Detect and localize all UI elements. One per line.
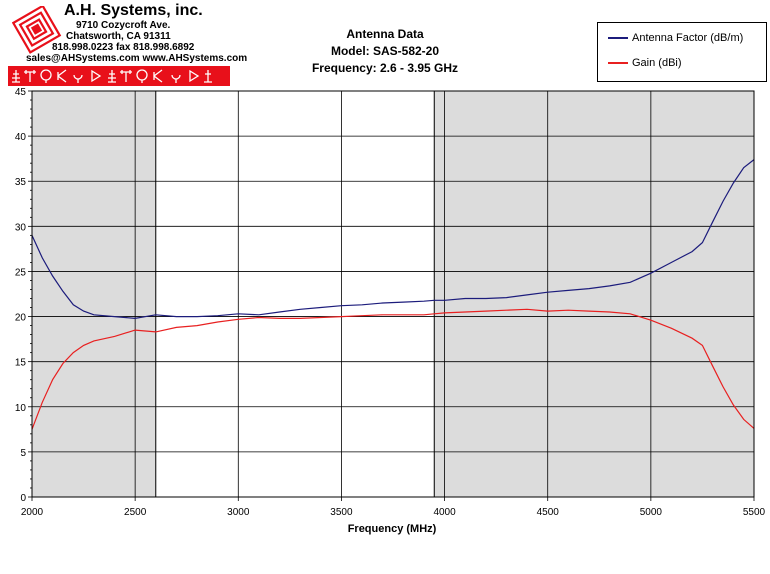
- legend-entry-antenna-factor: Antenna Factor (dB/m): [608, 32, 743, 44]
- y-tick-label: 15: [15, 358, 27, 369]
- y-tick-label: 40: [15, 132, 27, 143]
- x-axis-label: Frequency (MHz): [348, 523, 437, 535]
- y-tick-label: 5: [20, 448, 26, 459]
- antenna-icons: [12, 69, 212, 83]
- address-line-1: 9710 Cozycroft Ave.: [76, 20, 171, 31]
- legend-swatch-gain: [608, 62, 628, 65]
- series-line-gain: [31, 308, 755, 430]
- x-tick-label: 5000: [640, 507, 663, 518]
- y-tick-label: 45: [15, 87, 27, 98]
- legend-label-gain: Gain (dBi): [632, 57, 682, 69]
- ahs-logo-mark-icon: [12, 6, 62, 54]
- shaded-region: [32, 91, 156, 497]
- y-tick-label: 25: [15, 267, 27, 278]
- x-tick-label: 2500: [124, 507, 147, 518]
- plot-area: [31, 90, 755, 498]
- x-tick-label: 2000: [21, 507, 44, 518]
- legend-swatch-antenna-factor: [608, 37, 628, 40]
- series-line-antenna-factor: [31, 159, 755, 320]
- x-tick-label: 3500: [330, 507, 353, 518]
- axes: 0 5 10 15 20 25 30 35 40 45 2000 2500 3000 3500 4000 45…: [15, 87, 766, 518]
- x-tick-label: 4500: [537, 507, 560, 518]
- chart-legend: Antenna Factor (dB/m) Gain (dBi): [597, 22, 767, 82]
- antenna-icon-strip: [8, 66, 230, 86]
- x-tick-label: 4000: [433, 507, 456, 518]
- y-tick-label: 0: [20, 493, 26, 504]
- contact-info: sales@AHSystems.com www.AHSystems.com: [26, 53, 248, 64]
- phone-fax: 818.998.0223 fax 818.998.6892: [52, 42, 195, 53]
- chart-title: Antenna Data: [346, 27, 424, 41]
- chart-subtitle-model: Model: SAS-582-20: [330, 44, 440, 58]
- address-line-2: Chatsworth, CA 91311: [66, 31, 171, 42]
- x-tick-label: 3000: [227, 507, 250, 518]
- y-tick-label: 35: [15, 177, 27, 188]
- legend-entry-gain: Gain (dBi): [608, 57, 682, 69]
- legend-label-antenna-factor: Antenna Factor (dB/m): [632, 32, 744, 44]
- shaded-region: [434, 91, 754, 497]
- y-tick-label: 30: [15, 222, 27, 233]
- x-tick-label: 5500: [743, 507, 766, 518]
- plot-frame: [31, 90, 755, 498]
- y-tick-label: 10: [15, 403, 27, 414]
- company-logo: A.H. Systems, inc. 9710 Cozycroft Ave. C…: [4, 2, 247, 86]
- y-tick-label: 20: [15, 313, 27, 324]
- company-name: A.H. Systems, inc.: [64, 2, 203, 19]
- chart-subtitle-frequency: Frequency: 2.6 - 3.95 GHz: [311, 61, 459, 75]
